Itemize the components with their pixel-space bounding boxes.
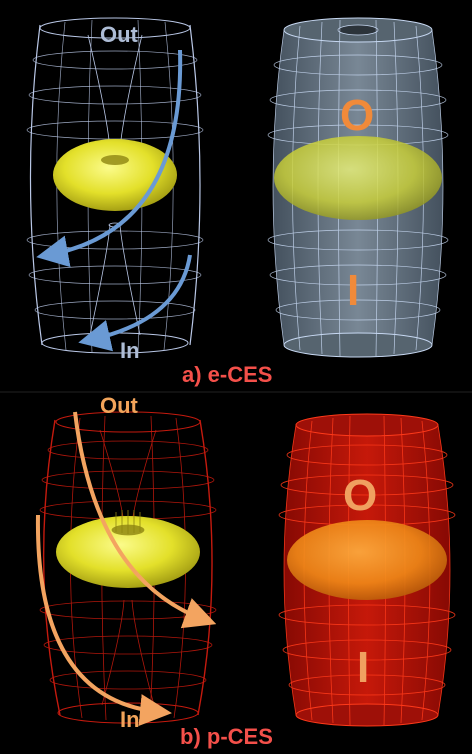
upper-letter-b: O bbox=[343, 471, 377, 520]
in-label-a: In bbox=[120, 338, 140, 363]
panel-a: Out In bbox=[26, 17, 449, 387]
caption-a: a) e-CES bbox=[182, 362, 272, 387]
p-ces-torus-right bbox=[287, 520, 447, 600]
e-ces-torus-right bbox=[274, 136, 442, 220]
lower-letter-a: I bbox=[347, 266, 359, 315]
p-ces-barrel-right bbox=[278, 413, 456, 727]
upper-letter-a: O bbox=[340, 91, 374, 140]
e-ces-barrel-right bbox=[267, 17, 449, 358]
out-label-b: Out bbox=[100, 393, 139, 418]
caption-b: b) p-CES bbox=[180, 724, 273, 749]
in-label-b: In bbox=[120, 707, 140, 732]
p-ces-wireframe-left bbox=[35, 411, 217, 726]
e-ces-wireframe-left bbox=[26, 17, 204, 354]
panel-b: Out In O bbox=[35, 393, 456, 749]
lower-letter-b: I bbox=[357, 643, 369, 692]
out-flow-arrow-b bbox=[73, 411, 217, 629]
out-flow-arrow bbox=[36, 49, 183, 268]
in-flow-arrow bbox=[78, 254, 192, 352]
out-label-a: Out bbox=[100, 22, 139, 47]
p-ces-torus-left bbox=[56, 516, 200, 588]
in-flow-arrow-b bbox=[35, 514, 172, 726]
